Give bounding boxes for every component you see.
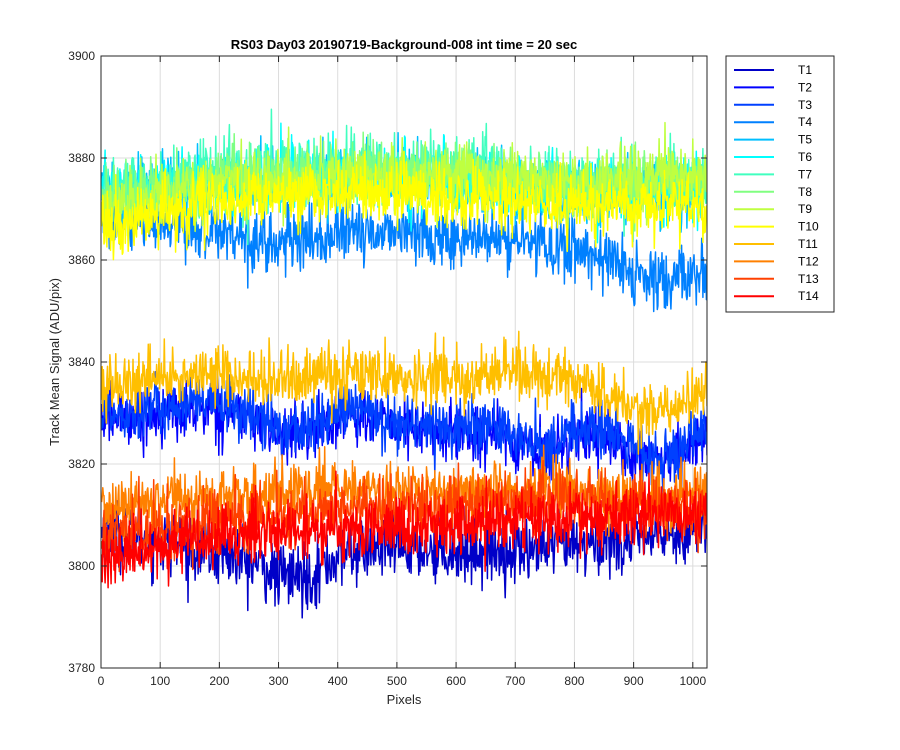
x-tick-label: 500	[387, 674, 407, 688]
legend-item-t9: T9	[734, 202, 812, 216]
legend-item-t14: T14	[734, 289, 819, 303]
ticks	[100, 55, 707, 669]
series-line-t3	[101, 371, 707, 492]
legend-item-t3: T3	[734, 98, 812, 112]
series-layer	[101, 108, 707, 619]
chart-title: RS03 Day03 20190719-Background-008 int t…	[231, 37, 578, 52]
legend-label: T1	[798, 63, 812, 77]
legend-label: T3	[798, 98, 812, 112]
series-line-t11	[101, 330, 707, 455]
x-tick-label: 600	[446, 674, 466, 688]
legend-label: T8	[798, 185, 812, 199]
x-tick-label: 200	[209, 674, 229, 688]
x-tick-label: 1000	[679, 674, 706, 688]
series-line-t10	[101, 150, 707, 261]
legend-label: T5	[798, 133, 812, 147]
legend-label: T13	[798, 272, 819, 286]
y-tick-label: 3900	[68, 49, 95, 63]
legend-label: T6	[798, 150, 812, 164]
legend-item-t6: T6	[734, 150, 812, 164]
legend-label: T9	[798, 202, 812, 216]
tick-labels: 0 100 200 300 400 500 600 700 800 900 1000 3780 3800…	[68, 49, 706, 688]
x-tick-label: 900	[624, 674, 644, 688]
x-axis-label: Pixels	[387, 692, 422, 707]
legend: T1 T2 T3 T4 T5 T6 T7 T8 T9 T10 T11 T12 T13 T14	[725, 55, 835, 313]
legend-item-t1: T1	[734, 63, 812, 77]
legend-item-t8: T8	[734, 185, 812, 199]
x-tick-label: 700	[505, 674, 525, 688]
legend-label: T7	[798, 167, 812, 181]
legend-label: T2	[798, 80, 812, 94]
legend-item-t7: T7	[734, 167, 812, 181]
y-tick-label: 3840	[68, 355, 95, 369]
legend-label: T4	[798, 115, 812, 129]
x-tick-label: 400	[328, 674, 348, 688]
y-tick-label: 3800	[68, 559, 95, 573]
legend-item-t5: T5	[734, 133, 812, 147]
x-tick-label: 100	[150, 674, 170, 688]
x-tick-label: 300	[269, 674, 289, 688]
x-tick-label: 0	[98, 674, 105, 688]
legend-label: T12	[798, 254, 819, 268]
legend-item-t2: T2	[734, 80, 812, 94]
legend-label: T10	[798, 220, 819, 234]
y-tick-label: 3880	[68, 151, 95, 165]
x-tick-label: 800	[564, 674, 584, 688]
legend-item-t12: T12	[734, 254, 819, 268]
y-tick-label: 3780	[68, 661, 95, 675]
legend-label: T11	[798, 237, 818, 251]
legend-item-t11: T11	[734, 237, 818, 251]
legend-item-t13: T13	[734, 272, 819, 286]
legend-label: T14	[798, 289, 819, 303]
legend-item-t4: T4	[734, 115, 812, 129]
legend-box	[725, 55, 835, 313]
y-axis-label: Track Mean Signal (ADU/pix)	[47, 278, 62, 446]
legend-item-t10: T10	[734, 220, 819, 234]
series-line-t14	[101, 470, 707, 589]
y-tick-label: 3820	[68, 457, 95, 471]
y-tick-label: 3860	[68, 253, 95, 267]
